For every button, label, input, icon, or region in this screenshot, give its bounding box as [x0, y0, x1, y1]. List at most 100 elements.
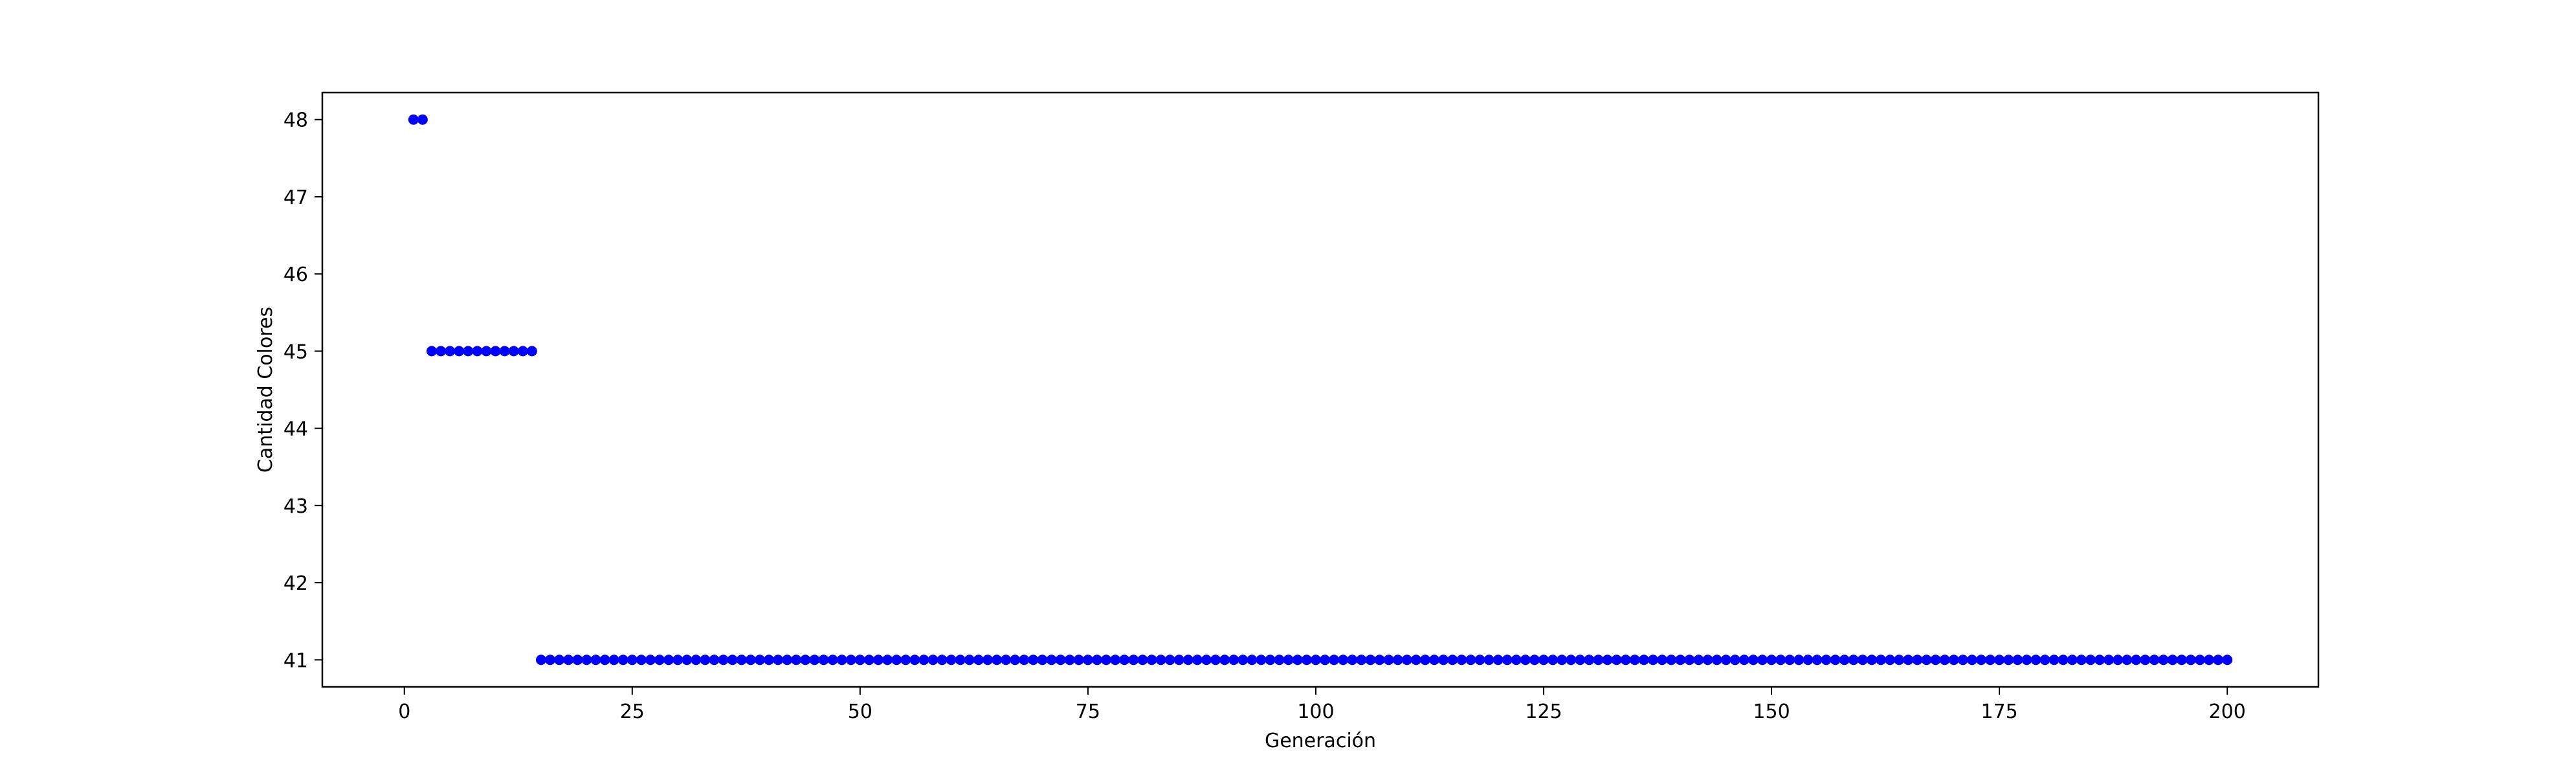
data-point — [1101, 655, 1112, 666]
data-point — [1219, 655, 1230, 666]
data-point — [1128, 655, 1139, 666]
data-point — [2185, 655, 2196, 666]
data-point — [1228, 655, 1239, 666]
data-point — [1137, 655, 1148, 666]
data-point — [1666, 655, 1677, 666]
data-point — [627, 655, 638, 666]
data-point — [1502, 655, 1513, 666]
data-point — [617, 655, 628, 666]
data-point — [508, 346, 519, 357]
data-point — [1520, 655, 1531, 666]
data-point — [1602, 655, 1613, 666]
data-point — [2039, 655, 2050, 666]
data-point — [2076, 655, 2087, 666]
x-tick-label: 100 — [1297, 700, 1334, 723]
data-point — [2030, 655, 2041, 666]
data-point — [1812, 655, 1823, 666]
data-point — [663, 655, 674, 666]
data-point — [983, 655, 993, 666]
data-point — [1483, 655, 1494, 666]
y-tick-label: 47 — [283, 186, 308, 209]
data-point — [436, 346, 447, 357]
data-point — [709, 655, 720, 666]
data-point — [682, 655, 693, 666]
data-point — [563, 655, 574, 666]
data-point — [1675, 655, 1686, 666]
y-tick-label: 44 — [283, 418, 308, 441]
data-point — [1876, 655, 1887, 666]
data-point — [809, 655, 820, 666]
data-point — [1210, 655, 1221, 666]
data-point — [1383, 655, 1394, 666]
data-point — [1620, 655, 1631, 666]
data-point — [818, 655, 829, 666]
data-point — [1948, 655, 1959, 666]
data-point — [827, 655, 838, 666]
data-point — [454, 346, 465, 357]
data-point — [700, 655, 711, 666]
data-point — [1091, 655, 1102, 666]
data-point — [1903, 655, 1914, 666]
data-point — [1183, 655, 1194, 666]
y-tick-label: 42 — [283, 572, 308, 595]
data-point — [1429, 655, 1440, 666]
data-point — [2085, 655, 2096, 666]
data-point — [800, 655, 811, 666]
data-point — [1693, 655, 1704, 666]
data-point — [1283, 655, 1294, 666]
data-point — [490, 346, 501, 357]
data-point — [1401, 655, 1412, 666]
data-point — [2049, 655, 2060, 666]
data-point — [2012, 655, 2023, 666]
data-point — [1073, 655, 1084, 666]
data-point — [891, 655, 902, 666]
data-point — [2167, 655, 2178, 666]
data-point — [992, 655, 1003, 666]
data-point — [1374, 655, 1385, 666]
data-point — [736, 655, 747, 666]
data-point — [1720, 655, 1731, 666]
data-point — [1392, 655, 1403, 666]
data-point — [973, 655, 984, 666]
data-point — [672, 655, 683, 666]
data-point — [636, 655, 647, 666]
data-point — [691, 655, 702, 666]
data-point — [1238, 655, 1249, 666]
data-point — [1082, 655, 1093, 666]
data-point — [1465, 655, 1476, 666]
data-point — [1584, 655, 1595, 666]
data-point — [1684, 655, 1695, 666]
data-point — [2113, 655, 2124, 666]
data-point — [1419, 655, 1430, 666]
data-point — [1894, 655, 1905, 666]
x-axis: 0 25 50 75 100 125 150 175 200 — [398, 687, 2246, 723]
data-point — [2058, 655, 2069, 666]
data-point — [1019, 655, 1030, 666]
data-point — [1857, 655, 1868, 666]
y-tick-label: 46 — [283, 263, 308, 286]
data-point — [1338, 655, 1349, 666]
data-point — [1821, 655, 1832, 666]
data-point — [1028, 655, 1039, 666]
data-point — [2122, 655, 2133, 666]
data-point — [408, 114, 419, 125]
data-point — [517, 346, 528, 357]
data-point — [1256, 655, 1267, 666]
x-tick-label: 125 — [1525, 700, 1562, 723]
data-point — [2104, 655, 2115, 666]
data-point — [1711, 655, 1722, 666]
data-point — [1110, 655, 1121, 666]
data-markers — [408, 114, 2233, 666]
data-point — [791, 655, 802, 666]
data-point — [1593, 655, 1604, 666]
data-point — [1173, 655, 1184, 666]
data-point — [1292, 655, 1303, 666]
data-point — [773, 655, 784, 666]
x-tick-label: 0 — [398, 700, 410, 723]
data-point — [1803, 655, 1814, 666]
data-point — [1474, 655, 1485, 666]
data-point — [481, 346, 492, 357]
data-point — [1912, 655, 1923, 666]
data-point — [554, 655, 565, 666]
data-point — [1365, 655, 1376, 666]
